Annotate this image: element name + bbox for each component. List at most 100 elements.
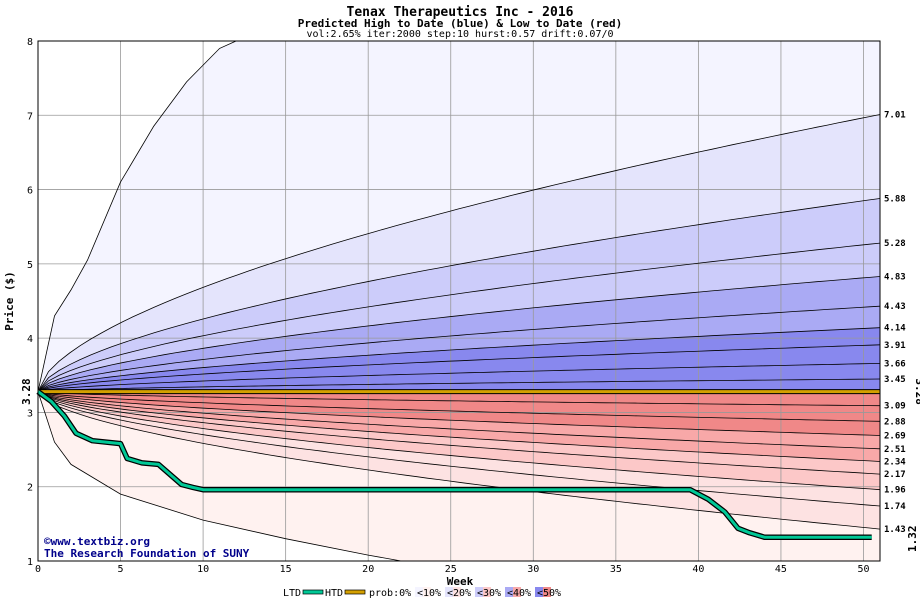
end-label: 7.01	[884, 111, 906, 121]
low-curve-4	[37, 391, 881, 450]
legend-label-ltd: LTD	[283, 588, 301, 599]
end-label: 4.43	[884, 302, 906, 312]
high-curve-7	[37, 344, 881, 392]
band-high-9	[38, 379, 880, 392]
high-curve-6	[37, 327, 881, 392]
low-curve-6	[37, 391, 881, 475]
end-label: 1.43	[884, 525, 906, 535]
x-tick-label: 35	[610, 564, 622, 575]
low-curve-2	[37, 391, 881, 422]
x-tick-label: 30	[527, 564, 539, 575]
end-label: 1.74	[884, 502, 906, 512]
credit-line-2: The Research Foundation of SUNY	[44, 547, 250, 560]
low-curve-1	[37, 391, 881, 407]
x-tick-label: 25	[445, 564, 457, 575]
y-tick-label: 7	[27, 111, 33, 122]
x-tick-label: 15	[280, 564, 292, 575]
end-label: 2.51	[884, 445, 906, 455]
legend-swatch	[483, 587, 491, 597]
legend-line-htd	[344, 589, 366, 595]
end-label: 5.28	[884, 239, 906, 249]
x-axis-label: Week	[447, 575, 474, 588]
low-curve-3	[37, 391, 881, 436]
start-price-label: 3.28	[20, 378, 33, 405]
high-curve-1	[37, 114, 881, 392]
legend-swatch	[543, 587, 551, 597]
end-label: 2.88	[884, 417, 906, 427]
end-label: 4.83	[884, 272, 906, 282]
end-labels: 7.01 5.88 5.28 4.83 4.43 4.14 3.91 3.66 3.45 3.09…	[884, 111, 906, 536]
y-tick-label: 6	[27, 186, 33, 197]
legend-swatch	[415, 587, 423, 597]
end-label: 5.88	[884, 194, 906, 204]
x-tick-label: 45	[775, 564, 787, 575]
high-curve-4	[37, 276, 881, 392]
legend-swatch	[367, 587, 375, 597]
legend-label: <40%	[507, 588, 531, 599]
y-tick-label: 4	[27, 334, 33, 345]
outer-high-curve	[37, 40, 237, 392]
end-label: 1.96	[884, 486, 906, 496]
plot-bands	[38, 41, 880, 561]
high-curve-2	[37, 198, 881, 392]
x-tick-label: 5	[118, 564, 124, 575]
high-curve-3	[37, 242, 881, 392]
legend-line-ltd	[302, 589, 324, 595]
legend-swatch	[445, 587, 453, 597]
htd-price-label: 3.28	[913, 378, 920, 405]
x-tick-label: 40	[692, 564, 704, 575]
low-curve-7	[37, 391, 881, 491]
end-label: 3.91	[884, 341, 906, 351]
outer-low-curve	[37, 391, 402, 562]
chart-subtitle: Predicted High to Date (blue) & Low to D…	[298, 17, 623, 30]
end-label: 3.45	[884, 375, 906, 385]
end-label: 4.14	[884, 324, 906, 334]
plot-lines	[36, 389, 880, 540]
legend-label: prob:0%	[369, 588, 411, 599]
legend-swatch	[505, 587, 513, 597]
legend-swatch	[535, 587, 543, 597]
plot-frame	[37, 40, 881, 562]
chart-params: vol:2.65% iter:2000 step:10 hurst:0.57 d…	[306, 29, 613, 40]
end-label: 2.17	[884, 470, 906, 480]
end-label: 3.09	[884, 402, 906, 412]
legend-label: <20%	[447, 588, 471, 599]
y-tick-label: 2	[27, 483, 33, 494]
y-tick-label: 3	[27, 408, 33, 419]
legend-swatch	[513, 587, 521, 597]
y-tick-label: 5	[27, 260, 33, 271]
y-axis-label: Price ($)	[3, 271, 16, 331]
x-tick-label: 10	[197, 564, 209, 575]
legend-label-htd: HTD	[325, 588, 343, 599]
high-curve-5	[37, 305, 881, 392]
end-label: 2.69	[884, 431, 906, 441]
end-label: 3.66	[884, 359, 906, 369]
chart-title: Tenax Therapeutics Inc - 2016	[347, 5, 574, 20]
y-tick-label: 8	[27, 37, 33, 48]
current-price-label: 1.32	[906, 525, 919, 552]
ltd-line	[37, 390, 872, 539]
legend-swatch	[423, 587, 431, 597]
end-label: 2.34	[884, 457, 906, 467]
high-curve-9	[37, 378, 881, 392]
legend-swatch	[375, 587, 383, 597]
x-tick-label: 0	[35, 564, 41, 575]
band-low-1	[38, 391, 880, 406]
plot-curves	[37, 40, 881, 562]
credit-line-1: ©www.textbiz.org	[44, 535, 150, 548]
low-curve-8	[37, 391, 881, 507]
legend-swatch	[453, 587, 461, 597]
low-curve-9	[37, 391, 881, 530]
y-tick-label: 1	[27, 557, 33, 568]
legend-swatch	[475, 587, 483, 597]
legend: LTD HTD prob:0% <10% <20% <30% <40% <50%	[283, 587, 561, 599]
legend-label: <50%	[537, 588, 561, 599]
legend-label: <10%	[417, 588, 441, 599]
legend-label: <30%	[477, 588, 501, 599]
x-tick-label: 20	[362, 564, 374, 575]
low-curve-5	[37, 391, 881, 462]
x-tick-label: 50	[857, 564, 869, 575]
high-curve-8	[37, 363, 881, 392]
